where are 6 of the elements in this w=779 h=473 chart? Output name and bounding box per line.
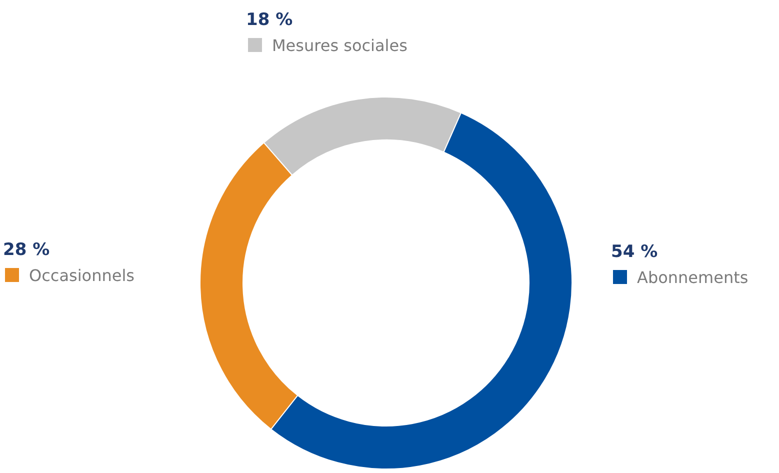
data-label: 28 % (3, 240, 50, 260)
legend-label: Occasionnels (29, 266, 134, 285)
legend-label: Mesures sociales (272, 36, 408, 55)
legend-label: Abonnements (637, 268, 748, 287)
data-label: 18 % (246, 10, 293, 30)
data-label: 54 % (611, 242, 658, 262)
